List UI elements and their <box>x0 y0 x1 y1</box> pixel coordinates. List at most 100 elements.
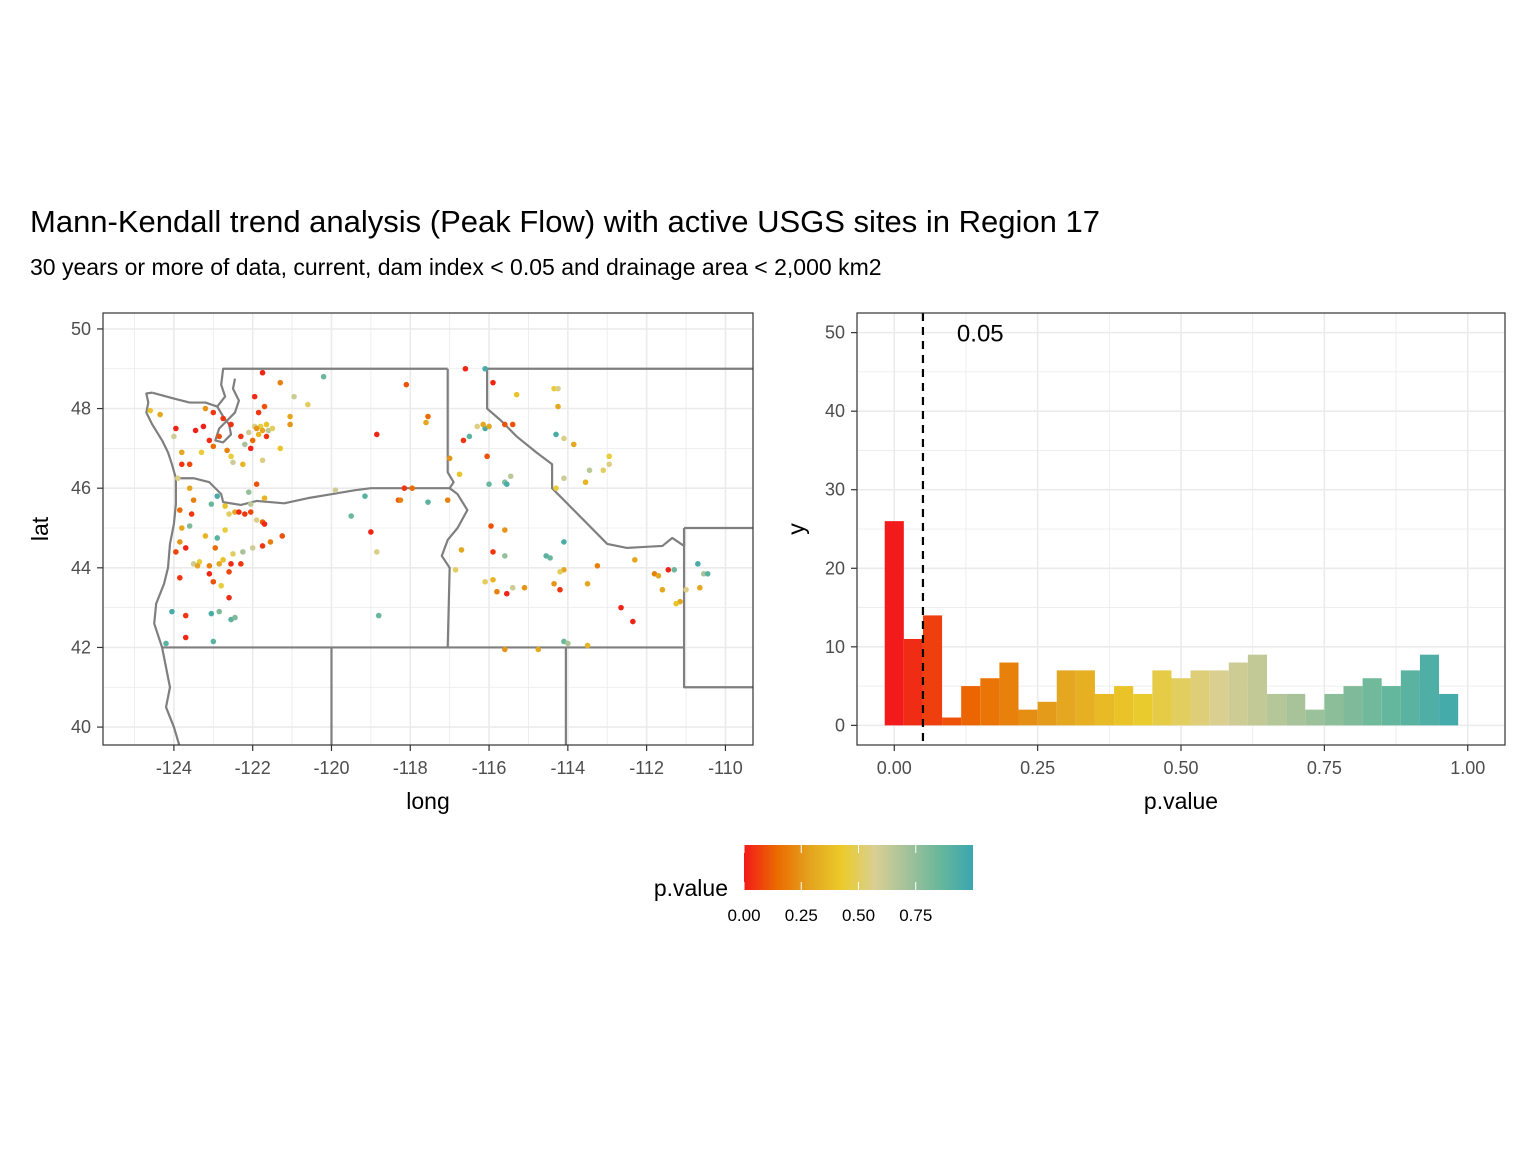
map-y-axis-label: lat <box>27 516 53 541</box>
site-point <box>171 433 177 440</box>
site-point <box>482 578 488 585</box>
boundary-columbia-river <box>175 477 450 507</box>
site-point <box>247 445 254 452</box>
site-point <box>226 594 232 601</box>
site-point <box>659 586 666 593</box>
site-point <box>277 445 284 452</box>
site-point <box>521 584 528 591</box>
site-point <box>177 539 183 545</box>
site-point <box>632 557 638 563</box>
map-points <box>147 365 711 653</box>
histogram-bar <box>1152 670 1172 726</box>
site-point <box>186 461 193 468</box>
site-point <box>671 567 678 573</box>
site-point <box>255 409 262 416</box>
histogram-bar <box>1400 670 1420 726</box>
site-point <box>249 437 256 444</box>
histogram-y-tick-label: 0 <box>835 715 845 735</box>
site-point <box>240 549 246 555</box>
site-point <box>253 517 260 523</box>
histogram-bar <box>922 615 943 726</box>
map-x-tick-label: -116 <box>472 758 507 778</box>
site-point <box>488 523 494 529</box>
site-point <box>494 588 500 595</box>
site-point <box>695 561 701 567</box>
site-point <box>397 497 404 503</box>
site-point <box>147 407 154 414</box>
site-point <box>202 533 209 539</box>
site-point <box>606 453 613 460</box>
site-point <box>208 610 215 617</box>
site-point <box>175 475 181 482</box>
site-point <box>570 441 577 448</box>
map-y-tick-label: 50 <box>71 319 91 339</box>
site-point <box>484 453 490 460</box>
site-point <box>178 449 185 456</box>
legend: 0.00 0.25 0.50 0.75 p.value <box>654 845 973 925</box>
site-point <box>507 473 514 480</box>
site-point <box>561 435 567 442</box>
histogram-bar <box>961 686 981 726</box>
site-point <box>425 413 431 420</box>
histogram-gridlines <box>857 313 1505 745</box>
histogram-bar <box>1267 693 1287 726</box>
site-point <box>182 612 189 619</box>
site-point <box>177 507 183 513</box>
histogram-bar <box>1209 670 1229 726</box>
histogram-bar <box>1286 693 1306 726</box>
site-point <box>206 437 213 444</box>
site-point <box>253 425 260 432</box>
site-point <box>242 511 248 517</box>
site-point <box>186 485 193 491</box>
histogram-bar <box>1018 709 1038 726</box>
site-point <box>214 493 221 499</box>
histogram-bars <box>884 521 1459 726</box>
site-point <box>551 580 557 587</box>
site-point <box>509 421 516 428</box>
site-point <box>169 608 175 615</box>
site-point <box>220 415 226 422</box>
site-point <box>509 584 516 591</box>
chart-title: Mann-Kendall trend analysis (Peak Flow) … <box>30 204 1100 239</box>
site-point <box>259 427 266 434</box>
boundary-puget-sound <box>214 378 241 444</box>
legend-tick-label: 0.00 <box>727 906 760 925</box>
histogram-x-tick-label: 0.75 <box>1307 758 1342 778</box>
site-point <box>630 618 636 625</box>
site-point <box>584 642 591 649</box>
site-point <box>482 365 488 372</box>
site-point <box>230 459 236 466</box>
site-point <box>263 433 270 440</box>
site-point <box>553 485 559 491</box>
site-point <box>480 421 486 428</box>
site-point <box>458 547 465 553</box>
site-point <box>259 543 266 549</box>
site-point <box>259 369 266 376</box>
site-point <box>210 578 217 585</box>
site-point <box>373 549 380 555</box>
histogram-x-tick-label: 0.00 <box>877 758 912 778</box>
site-point <box>561 475 567 482</box>
site-point <box>247 509 254 515</box>
site-point <box>228 453 234 460</box>
site-point <box>287 421 293 428</box>
threshold-annotation: 0.05 <box>957 321 1004 348</box>
site-point <box>173 549 179 555</box>
histogram-bar <box>1095 693 1115 726</box>
map-x-tick-label: -120 <box>313 758 349 778</box>
site-point <box>269 425 276 432</box>
site-point <box>208 501 215 507</box>
map-x-tick-label: -114 <box>550 758 585 778</box>
histogram-bar <box>1439 693 1459 726</box>
site-point <box>194 563 201 569</box>
histogram-bar <box>884 521 904 726</box>
map-y-tick-label: 44 <box>71 558 91 578</box>
site-point <box>490 379 496 386</box>
site-point <box>401 485 408 491</box>
site-point <box>704 570 711 577</box>
site-point <box>214 535 221 541</box>
site-point <box>305 401 311 408</box>
map-panel-border <box>102 312 754 746</box>
histogram-bar <box>1075 670 1095 726</box>
legend-tick-label: 0.25 <box>785 906 818 925</box>
